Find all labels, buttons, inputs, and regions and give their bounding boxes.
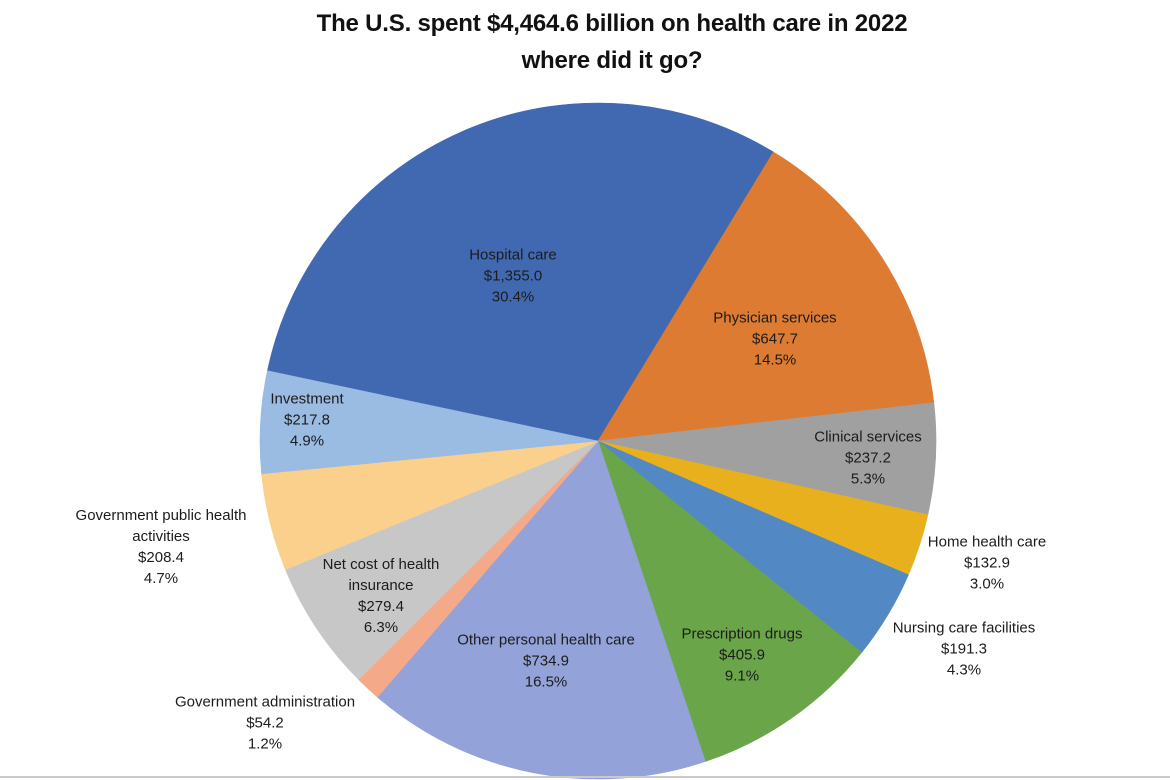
pie-slice-net-cost-of-health-insurance (285, 440, 599, 680)
slice-name-line: Other personal health care (457, 631, 635, 649)
slice-percent: 3.0% (969, 575, 1005, 593)
slice-value: $191.3 (941, 640, 987, 658)
chart-title: The U.S. spent $4,464.6 billion on healt… (317, 5, 908, 79)
pie-slice-hospital-care (267, 102, 774, 442)
slice-percent: 4.7% (143, 570, 179, 587)
slice-label-clinical-services: Clinical services $237.2 5.3% (814, 427, 922, 490)
slice-percent: 14.5% (753, 351, 797, 369)
slice-value: $734.9 (523, 652, 569, 670)
slice-label-hospital-care: Hospital care $1,355.0 30.4% (469, 245, 557, 308)
slice-name-line: activities (132, 528, 190, 545)
slice-name-line: Hospital care (469, 246, 557, 264)
chart-title-line2: where did it go? (521, 47, 703, 74)
bottom-border (0, 776, 1170, 778)
slice-value: $54.2 (246, 714, 284, 732)
pie-slice-prescription-drugs (597, 440, 863, 762)
slice-label-government-administration: Government administration $54.2 1.2% (175, 692, 355, 755)
slice-label-investment: Investment $217.8 4.9% (270, 389, 343, 452)
slice-label-prescription-drugs: Prescription drugs $405.9 9.1% (682, 624, 803, 687)
slice-name-line: insurance (348, 577, 414, 594)
slice-name-line: Net cost of health (322, 556, 440, 573)
slice-name-line: Physician services (713, 309, 837, 327)
slice-name-line: Government administration (174, 693, 356, 711)
slice-label-nursing-care-facilities: Nursing care facilities $191.3 4.3% (893, 618, 1036, 681)
slice-label-net-cost-of-health-insurance: Net cost of health insurance $279.4 6.3% (323, 554, 440, 638)
slice-percent: 30.4% (491, 288, 535, 306)
slice-label-government-public-health-activities: Government public health activities $208.4… (76, 505, 247, 589)
slice-name-line: Investment (270, 390, 344, 408)
slice-percent: 5.3% (850, 470, 886, 488)
slice-name-line: Prescription drugs (681, 625, 803, 643)
pie-slice-investment (259, 370, 599, 475)
slice-value: $132.9 (964, 554, 1010, 572)
slice-percent: 4.9% (289, 432, 325, 450)
slice-value: $405.9 (719, 646, 765, 664)
pie-slice-other-personal-health-care (377, 440, 706, 780)
slice-label-home-health-care: Home health care $132.9 3.0% (928, 532, 1046, 595)
slice-name-line: Nursing care facilities (892, 619, 1036, 637)
slice-percent: 16.5% (524, 673, 568, 691)
slice-percent: 1.2% (247, 735, 283, 753)
pie-slice-physician-services (597, 151, 935, 442)
slice-percent: 9.1% (724, 667, 760, 685)
slice-percent: 4.3% (946, 661, 982, 679)
slice-value: $1,355.0 (483, 267, 543, 285)
slice-value: $217.8 (284, 411, 330, 429)
slice-label-other-personal-health-care: Other personal health care $734.9 16.5% (457, 630, 635, 693)
slice-name-line: Government public health (75, 507, 247, 524)
slice-value: $647.7 (752, 330, 798, 348)
slice-value: $237.2 (845, 449, 891, 467)
slice-name-line: Home health care (927, 533, 1047, 551)
slice-label-physician-services: Physician services $647.7 14.5% (713, 308, 836, 371)
chart-title-line1: The U.S. spent $4,464.6 billion on healt… (316, 10, 908, 37)
slice-name-line: Clinical services (814, 428, 922, 446)
slice-percent: 6.3% (363, 619, 399, 636)
slice-value: $279.4 (358, 598, 404, 615)
slice-value: $208.4 (138, 549, 184, 566)
